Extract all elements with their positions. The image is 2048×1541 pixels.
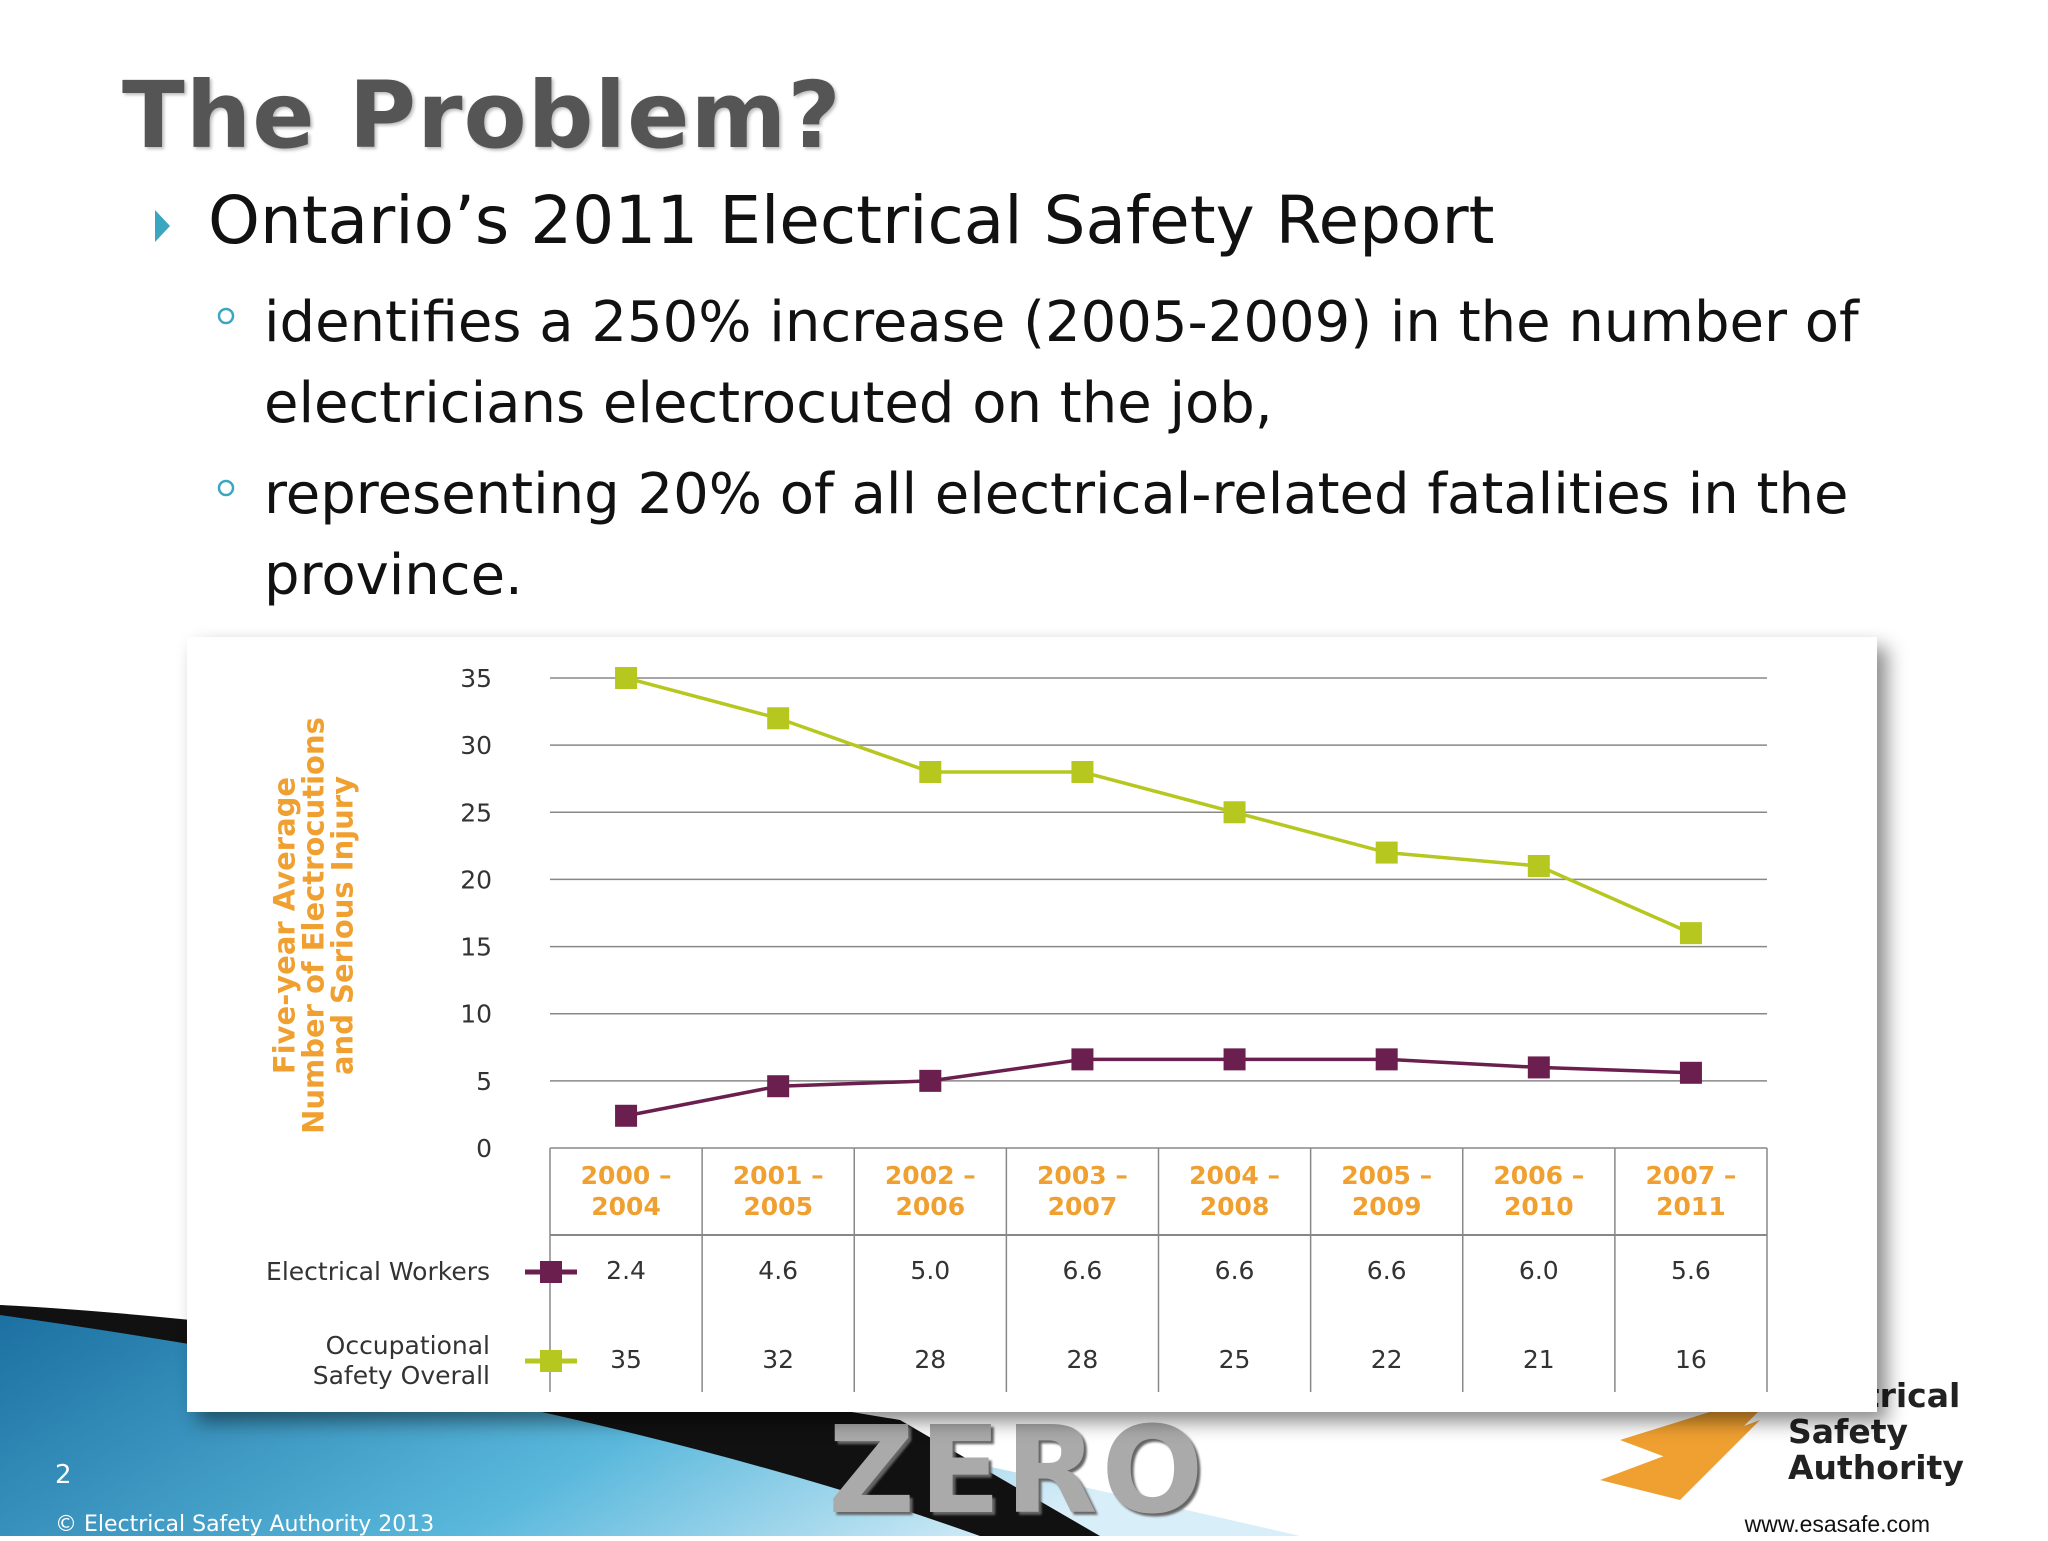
point (919, 761, 942, 783)
sub-bullet-marker (217, 479, 235, 497)
table-value: 25 (1218, 1345, 1251, 1374)
x-tick-label: 2006 – 2010 (1493, 1161, 1585, 1221)
bullet-marker (155, 210, 170, 242)
table-value: 5.0 (910, 1256, 951, 1285)
point (615, 1104, 638, 1127)
logo-line: Authority (1788, 1448, 1964, 1487)
table-value: 35 (610, 1345, 642, 1374)
logo-text: Electrical Safety Authority (1788, 1378, 1964, 1486)
x-tick-label: 2001 – 2005 (732, 1161, 824, 1221)
y-tick-label: 15 (460, 933, 492, 962)
y-tick-label: 30 (460, 731, 492, 760)
point (919, 1069, 942, 1092)
table-value: 5.6 (1671, 1256, 1711, 1285)
x-tick-label: 2004 – 2008 (1189, 1161, 1280, 1221)
point (1223, 1048, 1246, 1071)
copyright: © Electrical Safety Authority 2013 (55, 1512, 435, 1537)
point (767, 707, 790, 730)
y-tick-label: 35 (460, 664, 492, 693)
x-tick-label: 2003 – 2007 (1037, 1161, 1128, 1221)
table-value: 6.6 (1366, 1256, 1407, 1285)
point (1375, 841, 1398, 864)
y-tick-label: 5 (476, 1067, 492, 1096)
brand: ZERO (828, 1402, 1208, 1541)
table-value: 28 (914, 1345, 947, 1374)
table-value: 22 (1370, 1345, 1403, 1374)
point (1071, 761, 1094, 783)
page-number: 2 (55, 1460, 72, 1490)
point (1527, 1056, 1550, 1079)
point (1679, 1061, 1702, 1084)
legend-label: Occupational Safety Overall (312, 1331, 490, 1390)
x-tick-label: 2005 – 2009 (1341, 1161, 1433, 1221)
point (1375, 1048, 1398, 1071)
y-tick-label: 0 (476, 1134, 492, 1163)
series-line (625, 1057, 1691, 1118)
table-value: 21 (1522, 1345, 1555, 1374)
table-value: 6.6 (1062, 1256, 1103, 1285)
chart: 0 5 10 15 20 25 30 35 (460, 664, 1768, 1392)
x-tick-label: 2002 – 2006 (884, 1161, 976, 1221)
point (1223, 801, 1246, 824)
y-axis-label: Five-year Average Number of Electrocutio… (267, 717, 360, 1134)
table-value: 2.4 (606, 1256, 646, 1285)
y-tick-label: 10 (460, 1000, 492, 1029)
legend-marker (540, 1350, 562, 1372)
table-value: 4.6 (758, 1256, 799, 1285)
table-value: 32 (762, 1345, 795, 1374)
legend-marker (540, 1261, 562, 1283)
sub-bullet-marker (217, 307, 235, 325)
point (1527, 855, 1550, 877)
bullet: Ontario’s 2011 Electrical Safety Report (208, 182, 1495, 259)
x-tick-label: 2007 – 2011 (1645, 1161, 1737, 1221)
website: www.esasafe.com (1744, 1511, 1930, 1537)
logo-mark (1600, 1390, 1780, 1500)
swoosh-dark (0, 1305, 1100, 1536)
table-value: 6.0 (1518, 1256, 1559, 1285)
slide-title: The Problem? (122, 62, 842, 169)
point (1071, 1048, 1094, 1071)
y-tick-label: 20 (460, 865, 492, 894)
point (615, 667, 638, 689)
table-value: 16 (1675, 1345, 1707, 1374)
table-value: 6.6 (1214, 1256, 1255, 1285)
sub-bullet: identifies a 250% increase (2005-2009) i… (264, 290, 1859, 436)
x-tick-label: 2000 – 2004 (580, 1161, 672, 1221)
sub-bullet: representing 20% of all electrical-relat… (264, 462, 1849, 608)
y-tick-label: 25 (460, 798, 492, 827)
point (1679, 922, 1702, 945)
series-line (625, 676, 1692, 935)
table-value: 28 (1066, 1345, 1099, 1374)
chart-panel: 0 5 10 15 20 25 30 35 Five-year Average Number … (187, 637, 1877, 1412)
legend-label: Electrical Workers (266, 1257, 490, 1286)
point (767, 1075, 790, 1098)
logo-line: Safety (1788, 1412, 1909, 1451)
